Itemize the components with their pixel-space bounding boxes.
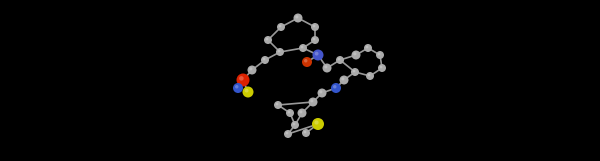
Circle shape — [233, 83, 243, 93]
Circle shape — [304, 131, 307, 133]
Circle shape — [261, 56, 269, 64]
Circle shape — [319, 90, 322, 93]
Circle shape — [266, 38, 268, 40]
Circle shape — [239, 76, 244, 81]
Circle shape — [293, 123, 295, 125]
Circle shape — [286, 132, 289, 134]
Circle shape — [317, 89, 326, 98]
Circle shape — [264, 36, 272, 44]
Circle shape — [314, 52, 319, 56]
Circle shape — [236, 74, 250, 86]
Circle shape — [338, 58, 340, 60]
Circle shape — [245, 89, 248, 93]
Circle shape — [325, 65, 328, 68]
Circle shape — [353, 52, 356, 55]
Circle shape — [278, 50, 280, 52]
Circle shape — [378, 64, 386, 72]
Circle shape — [274, 101, 282, 109]
Circle shape — [287, 111, 290, 113]
Circle shape — [276, 48, 284, 56]
Circle shape — [275, 103, 278, 105]
Circle shape — [301, 46, 304, 48]
Circle shape — [310, 99, 313, 102]
Circle shape — [353, 70, 355, 72]
Circle shape — [311, 23, 319, 31]
Circle shape — [340, 76, 349, 85]
Circle shape — [333, 85, 337, 89]
Circle shape — [331, 83, 341, 93]
Circle shape — [302, 129, 310, 137]
Circle shape — [293, 14, 302, 23]
Circle shape — [304, 59, 308, 62]
Circle shape — [298, 109, 307, 118]
Circle shape — [341, 77, 344, 80]
Circle shape — [302, 57, 312, 67]
Circle shape — [284, 130, 292, 138]
Circle shape — [242, 86, 254, 98]
Circle shape — [286, 109, 294, 117]
Circle shape — [277, 23, 285, 31]
Circle shape — [278, 25, 281, 27]
Circle shape — [248, 66, 257, 75]
Circle shape — [368, 74, 370, 76]
Circle shape — [323, 63, 331, 72]
Circle shape — [313, 38, 316, 40]
Circle shape — [314, 120, 319, 125]
Circle shape — [336, 56, 344, 64]
Circle shape — [263, 58, 265, 60]
Circle shape — [308, 98, 317, 106]
Circle shape — [366, 72, 374, 80]
Circle shape — [299, 110, 302, 114]
Circle shape — [377, 53, 380, 55]
Circle shape — [352, 51, 361, 60]
Circle shape — [235, 85, 239, 89]
Circle shape — [291, 121, 299, 129]
Circle shape — [365, 46, 368, 48]
Circle shape — [311, 36, 319, 44]
Circle shape — [312, 118, 324, 130]
Circle shape — [313, 25, 316, 27]
Circle shape — [380, 66, 382, 68]
Circle shape — [376, 51, 384, 59]
Circle shape — [351, 68, 359, 76]
Circle shape — [250, 67, 253, 71]
Circle shape — [313, 49, 323, 61]
Circle shape — [364, 44, 372, 52]
Circle shape — [299, 44, 307, 52]
Circle shape — [295, 15, 298, 19]
